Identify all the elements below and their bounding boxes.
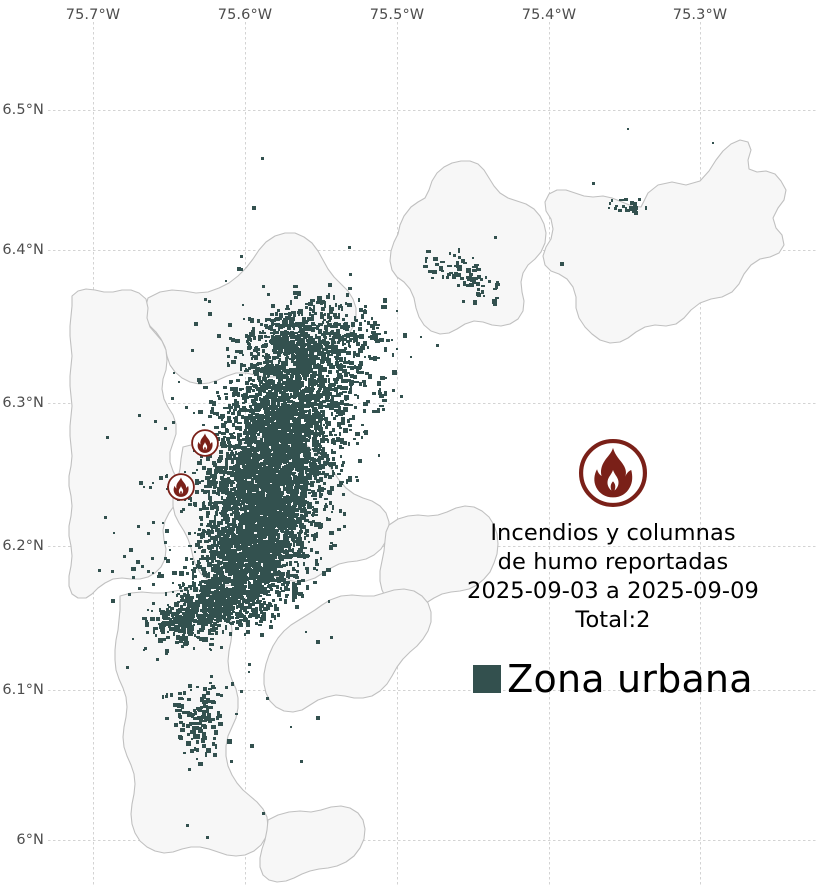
municipality-polygon	[389, 160, 547, 335]
urban-zone-raster	[98, 128, 714, 839]
longitude-tick-label: 75.3°W	[672, 7, 728, 23]
longitude-tick-label: 75.7°W	[65, 7, 121, 23]
longitude-tick-label: 75.4°W	[521, 7, 577, 23]
gridline-vertical	[700, 22, 701, 887]
longitude-tick-label: 75.5°W	[369, 7, 425, 23]
latitude-tick-label: 6.5°N	[2, 102, 44, 118]
urban-zone-pixels	[98, 128, 714, 839]
fire-circle-icon	[578, 438, 648, 508]
fire-marker-1[interactable]	[190, 428, 220, 458]
longitude-tick-label: 75.6°W	[217, 7, 273, 23]
gridline-horizontal	[48, 690, 818, 691]
gridline-horizontal	[48, 110, 818, 111]
latitude-tick-label: 6.1°N	[2, 682, 44, 698]
latitude-tick-label: 6.3°N	[2, 395, 44, 411]
latitude-tick-label: 6.4°N	[2, 242, 44, 258]
municipality-polygon	[379, 505, 499, 610]
fire-marker-2[interactable]	[166, 472, 196, 502]
legend-urban-swatch	[473, 665, 502, 693]
latitude-tick-label: 6°N	[16, 832, 44, 848]
municipality-polygon	[263, 588, 432, 713]
municipality-polygon	[68, 288, 180, 599]
municipality-polygon	[259, 805, 366, 883]
latitude-tick-label: 6.2°N	[2, 538, 44, 554]
gridline-horizontal	[48, 403, 818, 404]
legend-panel: Incendios y columnas de humo reportadas …	[438, 435, 788, 699]
municipality-polygon	[542, 139, 787, 344]
gridline-vertical	[397, 22, 398, 887]
gridline-vertical	[549, 22, 550, 887]
fire-circle-icon	[191, 429, 219, 457]
fire-circle-icon	[167, 473, 195, 501]
gridline-horizontal	[48, 840, 818, 841]
legend-title: Incendios y columnas de humo reportadas …	[467, 520, 759, 633]
legend-urban-label: Zona urbana	[507, 657, 753, 701]
legend-urban-entry: Zona urbana	[438, 659, 788, 699]
